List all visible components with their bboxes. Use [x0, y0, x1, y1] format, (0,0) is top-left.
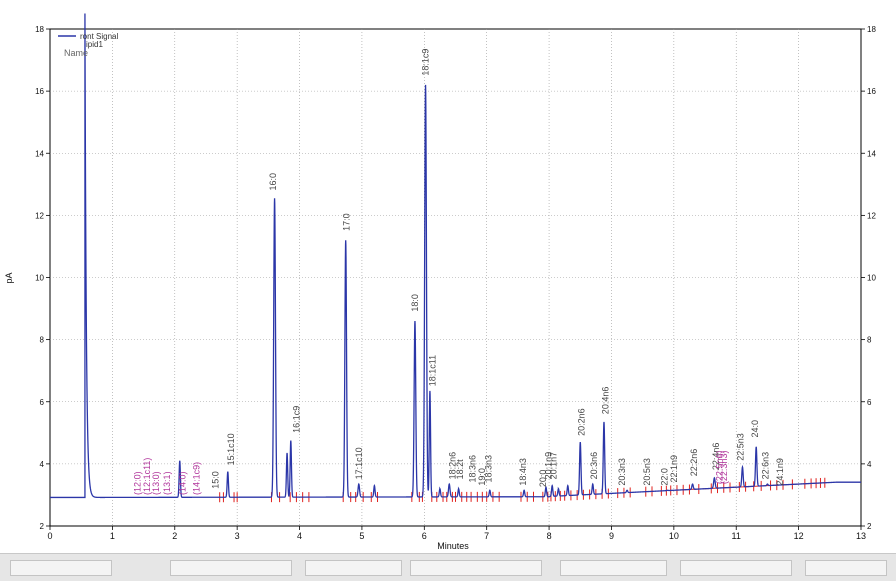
x-tick-label: 13	[856, 531, 866, 541]
peak-labels: 15:0 15:1c10 16:0 16:1c9 17:0 17:1c10 18:0 18:1…	[210, 49, 785, 489]
y-tick-label-right: 12	[867, 211, 876, 220]
x-tick-label: 1	[110, 531, 115, 541]
peak-label: 18:2n6	[448, 452, 458, 480]
y-tick-label-left: 12	[35, 211, 44, 220]
x-tick-label: 7	[484, 531, 489, 541]
peak-label: 18:3n3	[484, 455, 494, 483]
x-tick-label: 4	[297, 531, 302, 541]
peak-label: 20:1n9	[544, 452, 554, 480]
y-tick-label-right: 4	[867, 460, 872, 469]
peak-label: 18:3n6	[467, 455, 477, 483]
taskbar-button[interactable]	[305, 560, 402, 576]
expected-peak-label: (12:0)	[132, 471, 142, 495]
expected-peak-label: (14:1c9)	[192, 462, 202, 495]
y-tick-label-right: 14	[867, 149, 876, 158]
peak-label: 22:4n6	[711, 443, 721, 471]
peak-label: 22:5n3	[736, 433, 746, 461]
taskbar-button[interactable]	[560, 560, 667, 576]
x-tick-label: 11	[732, 531, 741, 541]
peak-label: 16:0	[268, 173, 278, 191]
peak-label: 17:1c10	[354, 447, 364, 479]
peak-label: 20:5n3	[642, 458, 652, 486]
x-tick-label: 6	[422, 531, 427, 541]
y-tick-label-right: 2	[867, 522, 872, 531]
y-tick-label-left: 8	[40, 336, 45, 345]
y-tick-label-right: 10	[867, 274, 876, 283]
peak-label: 19:0	[477, 468, 487, 486]
x-tick-label: 5	[359, 531, 364, 541]
peak-label: 22:6n3	[761, 452, 771, 480]
expected-peak-label: (14:0)	[177, 471, 187, 495]
grid	[50, 29, 861, 526]
y-tick-label-right: 8	[867, 336, 872, 345]
window-title-strip	[0, 0, 896, 22]
expected-peak-label: (22:5n6)	[715, 451, 725, 485]
x-tick-label: 2	[172, 531, 177, 541]
x-tick-label: 12	[794, 531, 804, 541]
legend-entry-line2: ipid1	[86, 40, 103, 49]
taskbar-button[interactable]	[410, 560, 542, 576]
peak-label: 18:1c9	[421, 49, 431, 76]
legend-entry-name: Name	[64, 48, 88, 58]
y-tick-label-left: 4	[40, 460, 45, 469]
x-axis-label: Minutes	[437, 541, 469, 551]
peak-label: 20:1n7	[549, 452, 559, 480]
peak-label: 20:0	[538, 470, 548, 488]
peak-label: 18:1c11	[428, 355, 438, 386]
x-tick-label: 0	[47, 531, 52, 541]
x-tick-label: 10	[669, 531, 679, 541]
peak-label: 24:0	[750, 420, 760, 438]
peak-label: 20:4n6	[600, 387, 610, 415]
y-tick-label-left: 18	[35, 25, 44, 34]
y-axis-label: pA	[4, 272, 14, 283]
peak-label: 22:0	[660, 468, 670, 486]
peak-label: 20:3n3	[617, 458, 627, 486]
taskbar-button[interactable]	[680, 560, 792, 576]
peak-label: 15:0	[210, 471, 220, 489]
taskbar-button[interactable]	[805, 560, 887, 576]
y-tick-label-right: 6	[867, 398, 872, 407]
taskbar-button[interactable]	[170, 560, 292, 576]
expected-peak-labels: (12:0) (12:1c11) (13:0) (13:1) (14:0) (14:1c9…	[132, 451, 728, 495]
peak-label: 20:3n6	[589, 452, 599, 480]
peak-label: 15:1c10	[226, 433, 236, 465]
y-tick-label-right: 16	[867, 87, 876, 96]
y-tick-label-left: 16	[35, 87, 44, 96]
taskbar	[0, 553, 896, 581]
peak-label: 18:2t	[455, 459, 465, 480]
peak-label: 22:1n9	[669, 455, 679, 483]
taskbar-button[interactable]	[10, 560, 112, 576]
expected-peak-label: (13:0)	[151, 471, 161, 495]
series-line-front-signal	[50, 13, 861, 499]
expected-peak-label: (13:1)	[162, 471, 172, 495]
peak-label: 16:1c9	[292, 406, 302, 433]
peak-label: 18:4n3	[518, 458, 528, 486]
x-tick-label: 8	[547, 531, 552, 541]
expected-peak-label: (22:3n3)	[719, 451, 729, 485]
x-tick-label: 3	[235, 531, 240, 541]
peak-label: 24:1n9	[775, 458, 785, 486]
y-tick-label-left: 10	[35, 274, 44, 283]
peak-label: 22:2n6	[689, 449, 699, 477]
x-tick-label: 9	[609, 531, 614, 541]
peak-label: 20:2n6	[577, 408, 587, 436]
legend: ront Signal ipid1 Name	[58, 32, 118, 58]
y-tick-label-right: 18	[867, 25, 876, 34]
y-tick-label-left: 2	[40, 522, 45, 531]
peak-label: 17:0	[341, 213, 351, 231]
legend-entry-signal: ront Signal	[80, 32, 118, 41]
peak-label: 18:0	[410, 294, 420, 312]
y-tick-label-left: 6	[40, 398, 45, 407]
expected-peak-label: (12:1c11)	[142, 458, 152, 495]
y-tick-label-left: 14	[35, 149, 44, 158]
